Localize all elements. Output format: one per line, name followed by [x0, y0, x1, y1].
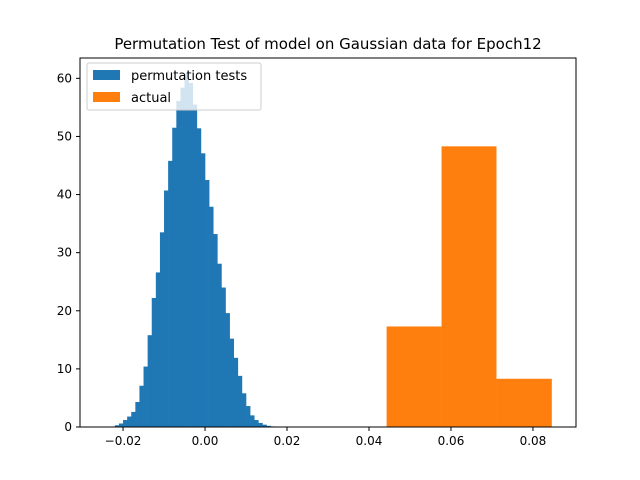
chart-title: Permutation Test of model on Gaussian da… — [114, 35, 541, 53]
bar-permutation-tests — [168, 160, 173, 428]
bar-permutation-tests — [172, 127, 177, 427]
bar-permutation-tests — [192, 104, 198, 427]
bar-permutation-tests — [254, 420, 259, 427]
bar-permutation-tests — [209, 206, 214, 427]
y-tick-label: 40 — [57, 188, 72, 202]
bar-permutation-tests — [262, 424, 267, 427]
bar-permutation-tests — [229, 338, 235, 427]
bar-permutation-tests — [213, 234, 218, 427]
bar-permutation-tests — [139, 385, 144, 427]
legend-label-actual: actual — [131, 91, 171, 106]
bar-permutation-tests — [147, 335, 153, 427]
bar-actual — [441, 146, 497, 427]
x-tick-label: 0.04 — [356, 434, 383, 448]
y-tick-label: 50 — [57, 129, 72, 143]
bar-permutation-tests — [221, 287, 226, 427]
bar-permutation-tests — [184, 73, 189, 428]
bar-permutation-tests — [188, 82, 194, 428]
bar-permutation-tests — [151, 297, 157, 427]
bar-permutation-tests — [233, 357, 239, 427]
bar-permutation-tests — [176, 101, 181, 427]
y-tick-label: 30 — [57, 246, 72, 260]
bar-permutation-tests — [258, 422, 263, 427]
bar-permutation-tests — [159, 232, 165, 427]
x-tick-label: 0.06 — [438, 434, 465, 448]
bar-permutation-tests — [266, 425, 271, 427]
bar-permutation-tests — [164, 190, 169, 427]
y-tick-label: 0 — [64, 420, 72, 434]
legend: permutation tests actual — [86, 62, 262, 111]
x-tick-label: 0.02 — [274, 434, 301, 448]
bar-permutation-tests — [123, 420, 128, 427]
axes-layer: −0.02 0.00 0.02 0.04 0.06 0.08 0 10 20 30 40 50 60 — [57, 57, 577, 448]
bar-permutation-tests — [180, 87, 185, 427]
legend-box — [86, 62, 262, 111]
bar-permutation-tests — [135, 402, 140, 427]
y-tick-label: 10 — [57, 362, 72, 376]
bar-actual — [386, 326, 442, 427]
x-tick-label: 0.00 — [192, 434, 219, 448]
bar-permutation-tests — [217, 263, 222, 427]
bar-permutation-tests — [143, 366, 148, 427]
bars-layer — [114, 73, 552, 428]
bar-actual — [496, 378, 552, 427]
bar-permutation-tests — [196, 128, 202, 427]
legend-label-permutation-tests: permutation tests — [131, 69, 247, 84]
bar-permutation-tests — [114, 425, 120, 427]
bar-permutation-tests — [225, 313, 230, 427]
bar-permutation-tests — [200, 153, 206, 427]
plot-frame — [79, 57, 577, 428]
x-tick-label: −0.02 — [105, 434, 142, 448]
bar-permutation-tests — [127, 416, 132, 427]
legend-swatch-permutation-tests — [93, 70, 120, 80]
y-tick-label: 60 — [57, 71, 72, 85]
x-tick-label: 0.08 — [520, 434, 547, 448]
bar-permutation-tests — [205, 180, 210, 427]
bar-permutation-tests — [246, 406, 251, 427]
bar-permutation-tests — [237, 375, 243, 427]
bar-permutation-tests — [131, 411, 136, 427]
bar-permutation-tests — [250, 415, 255, 427]
bar-permutation-tests — [241, 393, 247, 427]
legend-swatch-actual — [93, 92, 120, 102]
bar-permutation-tests — [118, 423, 124, 427]
bar-permutation-tests — [155, 272, 161, 427]
y-tick-label: 20 — [57, 304, 72, 318]
